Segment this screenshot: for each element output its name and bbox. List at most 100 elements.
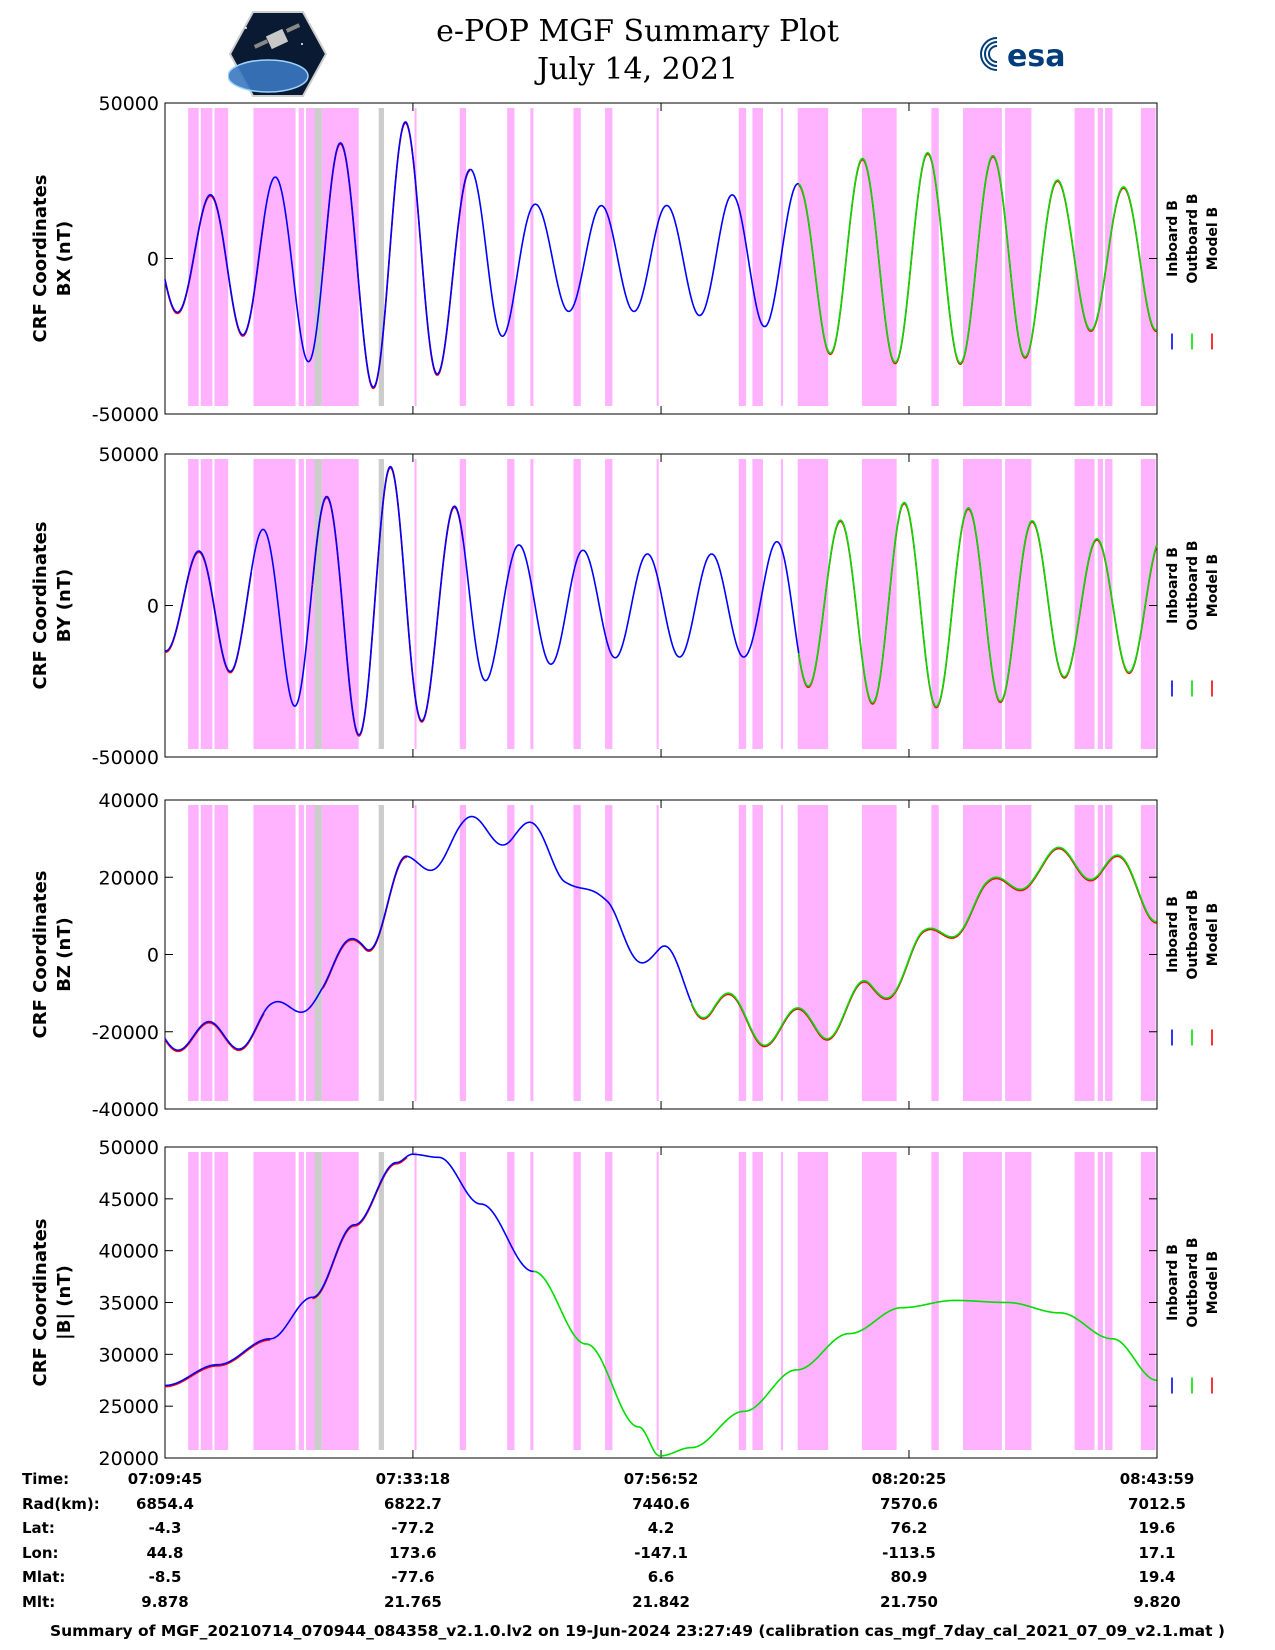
gray-interval (378, 805, 384, 1101)
shaded-interval (962, 805, 1002, 1101)
y-tick-label: 20000 (99, 1448, 159, 1470)
info-value: 21.765 (383, 1593, 442, 1611)
y-tick-label: 50000 (99, 444, 159, 466)
shaded-interval (605, 1152, 613, 1450)
y-tick-label: 50000 (99, 1137, 159, 1159)
inboard-series-line (462, 538, 800, 682)
inboard-series-line (311, 465, 464, 736)
shaded-interval (1105, 108, 1113, 406)
shaded-interval (605, 108, 613, 406)
esa-logo: esa (980, 37, 1065, 74)
y-tick-label: 20000 (99, 867, 159, 889)
inboard-series-line (470, 168, 800, 338)
shaded-interval (573, 108, 581, 406)
legend: Inboard B Outboard B Model B (1165, 889, 1221, 1046)
legend-label-model: Model B (1205, 554, 1221, 617)
info-value: 19.6 (1138, 1519, 1176, 1538)
shaded-interval (656, 1152, 659, 1450)
y-tick-label: 30000 (99, 1344, 159, 1366)
y-tick-label: 40000 (99, 790, 159, 812)
outboard-series-line (690, 846, 1157, 1047)
legend: Inboard B Outboard B Model B (1165, 1237, 1221, 1394)
footer-caption: Summary of MGF_20210714_070944_084358_v2… (49, 1622, 1226, 1640)
shaded-interval (738, 108, 747, 406)
shaded-interval (738, 459, 747, 749)
y-tick-label: 50000 (99, 93, 159, 115)
panel-3: -40000 -20000 0 20000 40000 CRF Coordinates BZ… (30, 790, 1221, 1121)
shaded-interval (298, 108, 304, 406)
info-value: 08:43:59 (1119, 1470, 1195, 1488)
shaded-interval (780, 805, 783, 1101)
shaded-interval (1074, 1152, 1095, 1450)
shaded-interval (459, 459, 467, 749)
y-tick-label: 0 (147, 249, 159, 271)
series-lines (164, 465, 1158, 737)
info-value: 7440.6 (632, 1494, 690, 1513)
esa-logo-text: esa (1007, 39, 1065, 74)
info-value: 4.2 (647, 1519, 675, 1538)
shaded-interval (459, 1152, 467, 1450)
series-lines (164, 121, 1157, 390)
shaded-interval (459, 108, 467, 406)
shaded-interval (797, 805, 829, 1101)
info-value: -147.1 (634, 1543, 688, 1562)
shaded-interval (797, 459, 829, 749)
inboard-series-line (263, 986, 324, 1013)
shaded-interval (1074, 108, 1095, 406)
shaded-interval (573, 459, 581, 749)
shaded-interval (1074, 805, 1095, 1101)
shaded-interval (214, 805, 229, 1101)
legend-label-outboard: Outboard B (1185, 540, 1201, 630)
shaded-interval (530, 805, 534, 1101)
shaded-interval (298, 459, 304, 749)
shaded-interval (306, 805, 315, 1101)
cassiope-logo (228, 11, 328, 97)
legend-label-inboard: Inboard B (1165, 200, 1181, 277)
shaded-interval (797, 1152, 829, 1450)
shaded-interval (1140, 108, 1156, 406)
inboard-series-line (164, 193, 265, 336)
outboard-series-line (797, 501, 1158, 708)
info-value: -8.5 (148, 1568, 182, 1587)
shaded-interval (1074, 459, 1095, 749)
info-label: Lon: (22, 1543, 59, 1562)
legend: Inboard B Outboard B Model B (1165, 540, 1221, 697)
shaded-interval (306, 1152, 315, 1450)
shaded-interval (780, 459, 783, 749)
info-value: 80.9 (890, 1568, 928, 1587)
shaded-interval (306, 108, 315, 406)
shaded-interval (1105, 459, 1113, 749)
shaded-interval (253, 1152, 296, 1450)
shaded-interval (752, 108, 763, 406)
shaded-interval (253, 459, 296, 749)
shaded-interval (188, 805, 199, 1101)
inboard-series-line (263, 176, 324, 363)
shaded-interval (321, 805, 359, 1101)
shaded-interval (200, 108, 213, 406)
shaded-interval (861, 805, 897, 1101)
shaded-interval (656, 805, 659, 1101)
shaded-interval (861, 459, 897, 749)
shaded-interval (573, 1152, 581, 1450)
shaded-interval (298, 805, 304, 1101)
info-value: 17.1 (1138, 1543, 1176, 1562)
shaded-interval (200, 1152, 213, 1450)
shaded-interval (321, 108, 359, 406)
shaded-interval (1005, 1152, 1032, 1450)
shaded-interval (200, 805, 213, 1101)
panel-1: -50000 0 50000 CRF Coordinates BX (nT) Inboar… (30, 93, 1221, 426)
plot-title: e-POP MGF Summary Plot (436, 14, 839, 49)
y-tick-label: 25000 (99, 1396, 159, 1418)
gray-interval (314, 459, 322, 749)
legend-label-outboard: Outboard B (1185, 1237, 1201, 1327)
inboard-series-line (322, 121, 471, 388)
legend-label-inboard: Inboard B (1165, 896, 1181, 973)
legend: Inboard B Outboard B Model B (1165, 193, 1221, 350)
shaded-interval (752, 805, 763, 1101)
info-value: 08:20:25 (871, 1470, 947, 1488)
info-value: 9.878 (141, 1593, 189, 1611)
inboard-series-line (322, 855, 408, 988)
y-tick-label: -40000 (92, 1099, 159, 1121)
info-label: Mlat: (22, 1568, 66, 1587)
info-value: 9.820 (1133, 1593, 1181, 1611)
